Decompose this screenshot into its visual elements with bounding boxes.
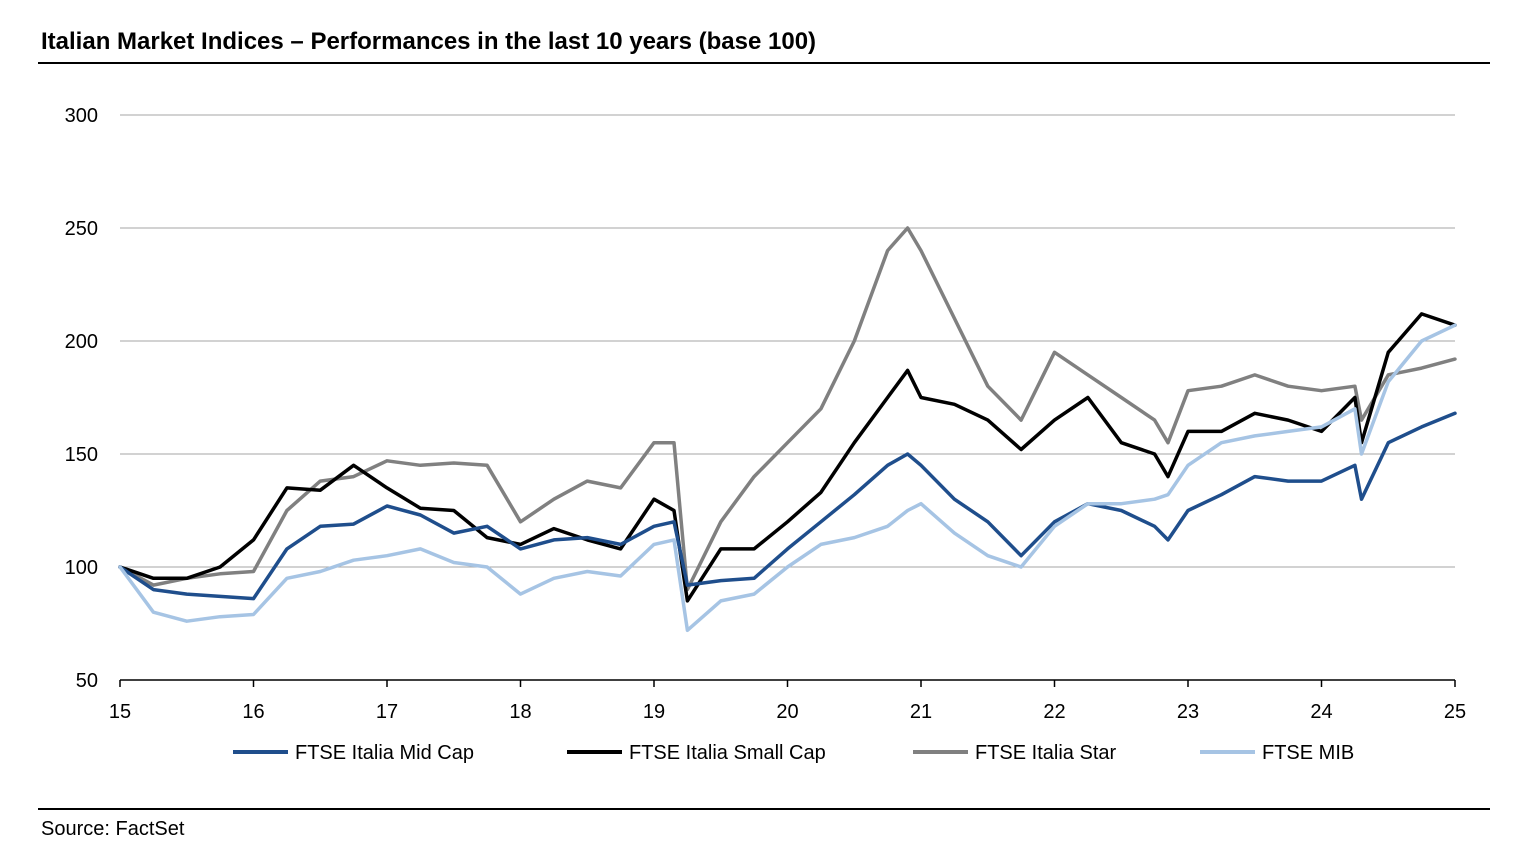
- y-tick-label: 50: [76, 670, 98, 692]
- footer-divider: [38, 808, 1490, 810]
- x-tick-label: 18: [509, 701, 531, 723]
- x-tick-label: 22: [1043, 701, 1065, 723]
- y-tick-label: 300: [65, 105, 98, 127]
- source-note: Source: FactSet: [41, 818, 185, 840]
- series-line-ftse-italia-star: [118, 226, 1457, 592]
- y-tick-label: 150: [65, 444, 98, 466]
- series-line-ftse-italia-mid-cap: [118, 411, 1457, 601]
- x-tick-label: 16: [242, 701, 264, 723]
- gridlines: [120, 114, 1455, 568]
- legend-label: FTSE Italia Mid Cap: [295, 742, 474, 764]
- y-tick-label: 100: [65, 557, 98, 579]
- x-tick-label: 19: [643, 701, 665, 723]
- x-tick-label: 15: [109, 701, 131, 723]
- series-lines: [118, 226, 1457, 633]
- line-chart: 50 100 150 200 250 300 15 16 17 18 19 20 21 22 23 24 25…: [65, 105, 1467, 764]
- x-tick-label: 24: [1310, 701, 1332, 723]
- x-axis: 15 16 17 18 19 20 21 22 23 24 25: [109, 679, 1466, 723]
- legend-label: FTSE Italia Star: [975, 742, 1116, 764]
- legend: FTSE Italia Mid Cap FTSE Italia Small Cap…: [233, 742, 1354, 764]
- y-tick-label: 200: [65, 331, 98, 353]
- x-tick-label: 21: [910, 701, 932, 723]
- legend-label: FTSE MIB: [1262, 742, 1354, 764]
- x-tick-label: 23: [1177, 701, 1199, 723]
- page-title: Italian Market Indices – Performances in…: [41, 28, 817, 55]
- x-tick-label: 17: [376, 701, 398, 723]
- legend-label: FTSE Italia Small Cap: [629, 742, 826, 764]
- y-tick-label: 250: [65, 218, 98, 240]
- x-tick-label: 20: [776, 701, 798, 723]
- title-divider: [38, 62, 1490, 64]
- series-line-ftse-italia-small-cap: [118, 312, 1457, 603]
- y-axis: 50 100 150 200 250 300: [65, 105, 98, 692]
- series-line-ftse-mib: [118, 323, 1457, 633]
- x-tick-label: 25: [1444, 701, 1466, 723]
